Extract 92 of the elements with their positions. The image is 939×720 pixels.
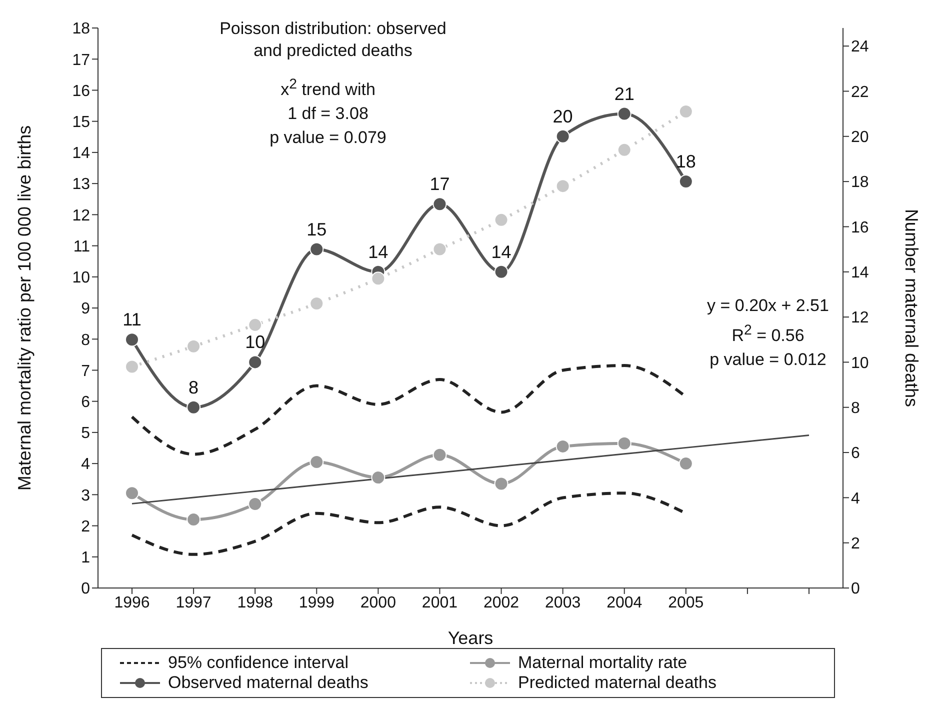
point bbox=[248, 318, 262, 332]
point bbox=[494, 212, 508, 227]
annotation: y = 0.20x + 2.51 R$^{2}$ = 0.56 p value = 0.012 bbox=[707, 296, 829, 369]
y2-tick-label: 0 bbox=[851, 580, 860, 598]
point bbox=[186, 400, 201, 414]
point bbox=[371, 272, 386, 286]
y-tick-label: 6 bbox=[81, 394, 90, 412]
point bbox=[248, 355, 262, 370]
y-tick-label: 16 bbox=[72, 82, 90, 100]
point bbox=[125, 360, 139, 374]
point bbox=[678, 456, 693, 471]
point bbox=[556, 129, 570, 144]
point bbox=[310, 296, 324, 310]
data-label: 10 bbox=[245, 332, 266, 352]
y2-axis-title: Number maternal deaths bbox=[902, 208, 922, 408]
y-tick-label: 13 bbox=[72, 176, 90, 194]
point bbox=[494, 264, 508, 279]
point bbox=[248, 497, 262, 511]
data-label: 20 bbox=[552, 106, 573, 126]
x-tick-label: 2004 bbox=[606, 594, 642, 612]
legend-label: Predicted maternal deaths bbox=[518, 673, 716, 693]
point bbox=[432, 448, 447, 462]
y2-tick-label: 14 bbox=[851, 264, 869, 282]
y-tick-label: 2 bbox=[81, 518, 90, 536]
y-tick-label: 1 bbox=[81, 550, 90, 567]
y-tick-label: 7 bbox=[81, 362, 90, 380]
y-tick-label: 0 bbox=[81, 580, 90, 598]
point bbox=[556, 179, 570, 194]
y-tick-label: 17 bbox=[72, 52, 90, 69]
y-tick-label: 14 bbox=[72, 145, 90, 162]
y-tick-label: 8 bbox=[81, 332, 90, 349]
point bbox=[186, 512, 201, 527]
y2-tick-label: 6 bbox=[851, 445, 860, 462]
y2-tick-label: 16 bbox=[851, 219, 869, 236]
y2-tick-label: 12 bbox=[851, 310, 869, 327]
point bbox=[556, 439, 570, 454]
y-tick-label: 11 bbox=[73, 238, 90, 256]
point bbox=[310, 455, 324, 469]
x-tick-label: 1998 bbox=[237, 594, 273, 612]
data-label: 21 bbox=[614, 84, 634, 104]
x-tick-label: 2002 bbox=[483, 594, 520, 612]
data-label: 8 bbox=[188, 377, 199, 398]
legend-label: 95% confidence interval bbox=[168, 653, 349, 673]
x-tick-label: 1996 bbox=[114, 594, 150, 612]
y2-tick-label: 10 bbox=[851, 354, 869, 372]
data-label: 11 bbox=[122, 310, 142, 330]
y-tick-label: 9 bbox=[81, 300, 90, 318]
y-tick-label: 4 bbox=[81, 456, 90, 474]
point bbox=[678, 104, 693, 119]
x-tick-label: 2001 bbox=[422, 594, 458, 612]
legend-label: Maternal mortality rate bbox=[518, 653, 688, 673]
legend-label: Observed maternal deaths bbox=[168, 673, 368, 693]
y-tick-label: 10 bbox=[72, 270, 90, 287]
data-label: 15 bbox=[306, 219, 327, 240]
point bbox=[371, 470, 386, 485]
y2-tick-label: 22 bbox=[851, 84, 869, 101]
point bbox=[432, 197, 447, 212]
y2-tick-label: 2 bbox=[851, 536, 860, 553]
point bbox=[125, 332, 139, 347]
x-tick-label: 1999 bbox=[298, 594, 335, 612]
x-tick-label: 1997 bbox=[176, 594, 212, 612]
y-tick-label: 12 bbox=[72, 207, 90, 224]
y-tick-label: 5 bbox=[81, 425, 90, 442]
x-tick-label: 2005 bbox=[668, 594, 704, 612]
point bbox=[432, 242, 447, 256]
data-label: 14 bbox=[368, 242, 388, 262]
y2-tick-label: 20 bbox=[851, 129, 869, 146]
y2-tick-label: 24 bbox=[851, 38, 869, 56]
x-tick-label: 2000 bbox=[360, 594, 396, 612]
data-label: 14 bbox=[491, 242, 512, 262]
data-label: 17 bbox=[430, 174, 450, 194]
point bbox=[617, 106, 632, 121]
point bbox=[310, 242, 324, 256]
chart-title: Poisson distribution: observed and predicted deaths bbox=[220, 19, 446, 60]
data-label: 18 bbox=[676, 152, 696, 172]
x-axis-title: Years bbox=[448, 628, 494, 648]
point bbox=[186, 339, 201, 354]
point bbox=[617, 142, 632, 157]
point bbox=[494, 476, 508, 491]
point bbox=[125, 486, 139, 500]
y-tick-label: 3 bbox=[81, 487, 90, 504]
y-axis-title: Maternal mortality ratio per 100 000 live births bbox=[14, 125, 34, 491]
x-tick-label: 2003 bbox=[545, 594, 581, 612]
annotation: x$^{2}$ trend with 1 df = 3.08 p value = 0.079 bbox=[270, 76, 386, 147]
y-tick-label: 15 bbox=[72, 114, 90, 132]
line-series bbox=[131, 434, 810, 504]
point bbox=[617, 436, 632, 450]
y-tick-label: 18 bbox=[72, 20, 90, 38]
point bbox=[678, 174, 693, 189]
y2-tick-label: 8 bbox=[851, 400, 860, 418]
y2-tick-label: 4 bbox=[851, 490, 860, 508]
y2-tick-label: 18 bbox=[851, 174, 869, 192]
